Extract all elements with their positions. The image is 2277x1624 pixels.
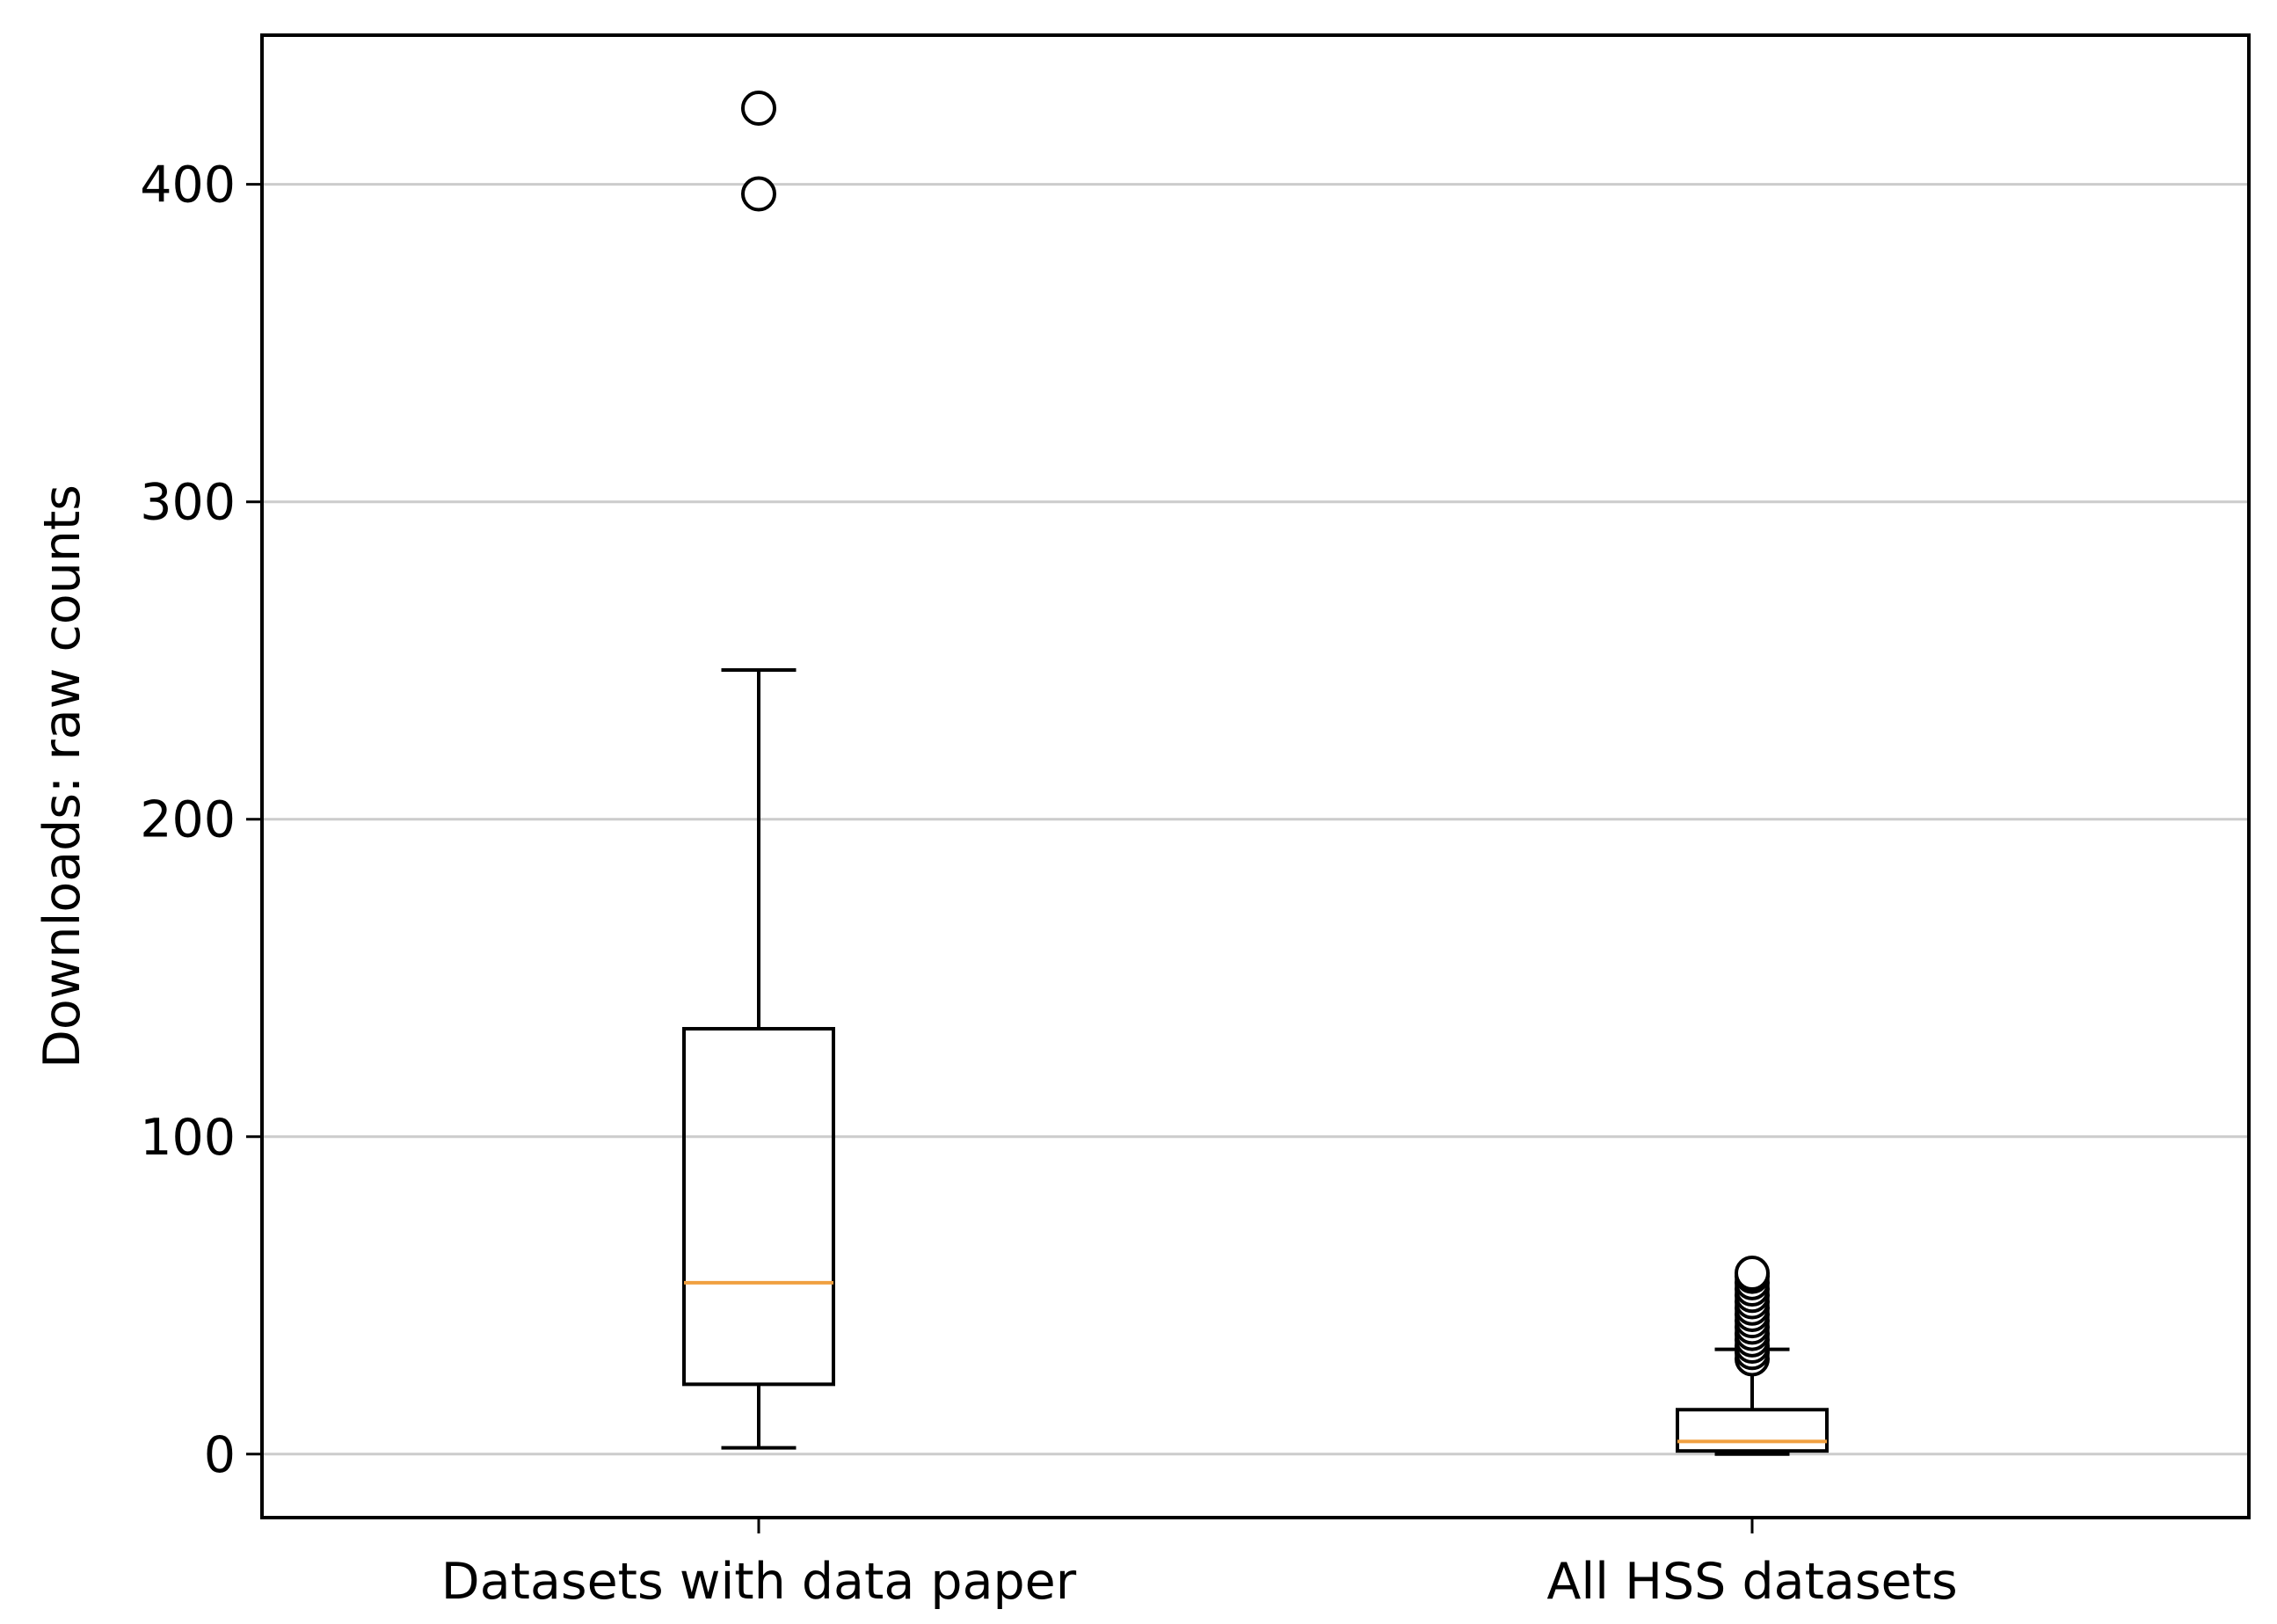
box-group <box>682 91 835 1450</box>
outlier-point <box>1735 1256 1770 1292</box>
outlier-point <box>741 176 776 212</box>
y-axis-label: Downloads: raw counts <box>33 484 91 1068</box>
box-plots <box>682 91 1829 1456</box>
axes: 0 100 200 300 400 Datasets with data paper All… <box>140 157 1957 1611</box>
box-iqr <box>1676 1408 1829 1453</box>
plot-area-frame <box>260 33 2251 1519</box>
y-tick-label: 100 <box>140 1109 236 1167</box>
y-tick-label: 0 <box>204 1426 236 1484</box>
x-tick-label: Datasets with data paper <box>441 1553 1077 1611</box>
x-tick-label: All HSS datasets <box>1546 1553 1957 1611</box>
y-tick-label: 400 <box>140 157 236 215</box>
box-iqr <box>682 1027 835 1387</box>
grid-lines <box>262 183 2249 1456</box>
box-group <box>1676 1256 1829 1456</box>
outlier-point <box>741 91 776 127</box>
y-tick-label: 300 <box>140 474 236 532</box>
y-tick-label: 200 <box>140 791 236 849</box>
